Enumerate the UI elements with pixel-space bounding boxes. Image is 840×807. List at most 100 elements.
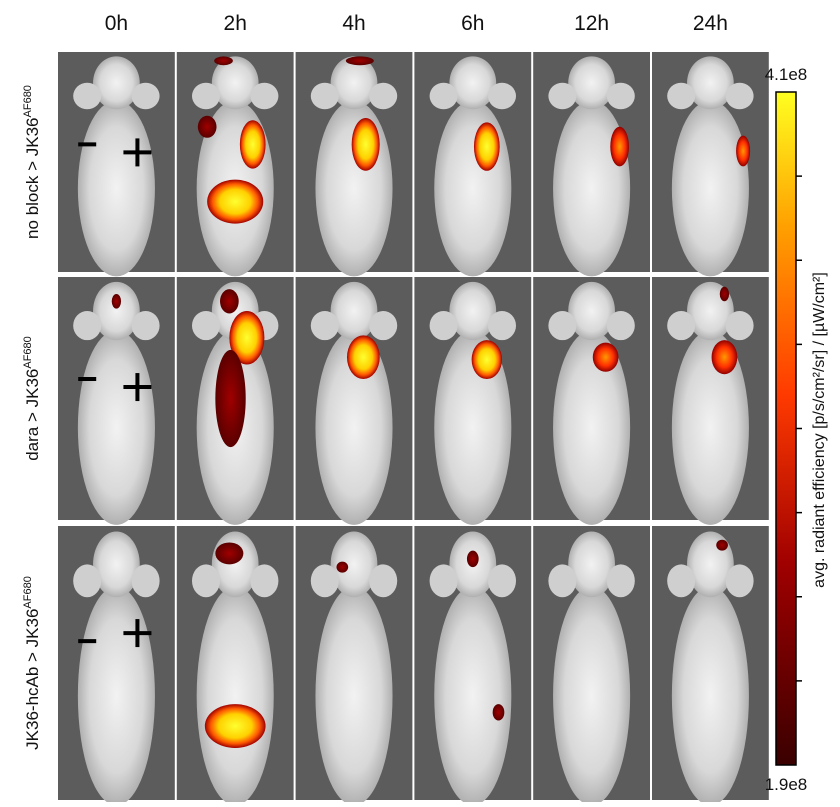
mouse-ear xyxy=(667,564,695,597)
colorbar-title: avg. radiant efficiency [p/s/cm²/sr] / [… xyxy=(811,272,828,588)
signal xyxy=(347,335,380,379)
signal xyxy=(716,540,728,551)
mouse-body xyxy=(315,100,392,276)
signal xyxy=(474,122,500,170)
mouse-body xyxy=(78,330,155,524)
mouse-ear xyxy=(726,83,754,109)
colorbar-max: 4.1e8 xyxy=(765,65,808,84)
mouse-ear xyxy=(548,83,576,109)
mouse-head xyxy=(568,531,615,597)
column-label: 4h xyxy=(342,12,365,35)
signal xyxy=(240,120,266,168)
mouse-image xyxy=(296,52,413,276)
mouse-body xyxy=(553,586,630,802)
mouse-image xyxy=(652,526,769,802)
mouse-head xyxy=(449,56,496,109)
mouse-image xyxy=(652,277,769,525)
mouse-ear xyxy=(73,564,101,597)
mouse-body xyxy=(672,586,749,802)
mouse-image xyxy=(177,526,294,802)
signal xyxy=(472,340,502,379)
signal xyxy=(220,289,239,313)
signal xyxy=(207,180,263,224)
mouse-body xyxy=(78,586,155,802)
mouse-ear xyxy=(667,83,695,109)
mouse-body xyxy=(553,330,630,524)
mouse-head xyxy=(687,56,734,109)
colorbar-ticks xyxy=(796,176,802,681)
mouse-image xyxy=(58,526,175,802)
mouse-ear xyxy=(192,83,220,109)
mouse-head xyxy=(687,531,734,597)
image-grid xyxy=(58,52,769,802)
mouse-ear xyxy=(726,311,754,340)
column-label: 2h xyxy=(224,12,247,35)
mouse-image xyxy=(533,277,650,525)
mouse-body xyxy=(672,100,749,276)
column-label: 0h xyxy=(105,12,128,35)
mouse-ear xyxy=(311,564,339,597)
mouse-image xyxy=(296,277,413,525)
row-label: JK36-hcAb > JK36AF680 xyxy=(22,576,42,750)
mouse-ear xyxy=(132,311,160,340)
mouse-ear xyxy=(548,564,576,597)
mouse-image xyxy=(414,52,531,276)
mouse-image xyxy=(414,277,531,525)
figure: 4.1e8 1.9e8 avg. radiant efficiency [p/s… xyxy=(0,0,840,802)
mouse-ear xyxy=(311,83,339,109)
mouse-body xyxy=(78,100,155,276)
signal xyxy=(712,340,738,374)
mouse-ear xyxy=(607,83,635,109)
mouse-head xyxy=(449,282,496,340)
mouse-ear xyxy=(73,311,101,340)
signal xyxy=(736,136,750,167)
mouse-ear xyxy=(192,311,220,340)
mouse-ear xyxy=(488,564,516,597)
mouse-ear xyxy=(192,564,220,597)
mouse-ear xyxy=(430,564,458,597)
mouse-body xyxy=(197,586,274,802)
signal xyxy=(346,56,374,65)
mouse-head xyxy=(568,56,615,109)
mouse-image xyxy=(533,526,650,802)
column-label: 6h xyxy=(461,12,484,35)
mouse-ear xyxy=(726,564,754,597)
mouse-ear xyxy=(430,311,458,340)
mouse-ear xyxy=(369,564,397,597)
signal xyxy=(467,551,479,567)
signal xyxy=(593,343,619,372)
mouse-ear xyxy=(132,83,160,109)
signal xyxy=(493,704,505,720)
mouse-ear xyxy=(667,311,695,340)
mouse-image xyxy=(58,277,175,525)
mouse-ear xyxy=(250,564,278,597)
mouse-ear xyxy=(73,83,101,109)
column-label: 12h xyxy=(574,12,609,35)
mouse-ear xyxy=(369,311,397,340)
column-label: 24h xyxy=(693,12,728,35)
colorbar-min: 1.9e8 xyxy=(765,775,808,794)
mouse-head xyxy=(331,282,378,340)
mouse-image xyxy=(652,52,769,276)
mouse-image xyxy=(414,526,531,802)
signal xyxy=(336,562,348,573)
mouse-head xyxy=(568,282,615,340)
mouse-head xyxy=(93,56,140,109)
mouse-ear xyxy=(250,83,278,109)
row-label: dara > JK36AF680 xyxy=(22,336,42,461)
row-label: no block > JK36AF680 xyxy=(22,85,42,239)
mouse-ear xyxy=(132,564,160,597)
mouse-body xyxy=(434,586,511,802)
mouse-ear xyxy=(548,311,576,340)
mouse-ear xyxy=(488,311,516,340)
mouse-body xyxy=(553,100,630,276)
signal xyxy=(215,542,243,564)
mouse-ear xyxy=(488,83,516,109)
mouse-ear xyxy=(311,311,339,340)
mouse-image xyxy=(296,526,413,802)
mouse-ear xyxy=(607,564,635,597)
signal xyxy=(112,294,121,309)
signal xyxy=(720,287,729,302)
mouse-image xyxy=(177,52,294,276)
mouse-ear xyxy=(369,83,397,109)
